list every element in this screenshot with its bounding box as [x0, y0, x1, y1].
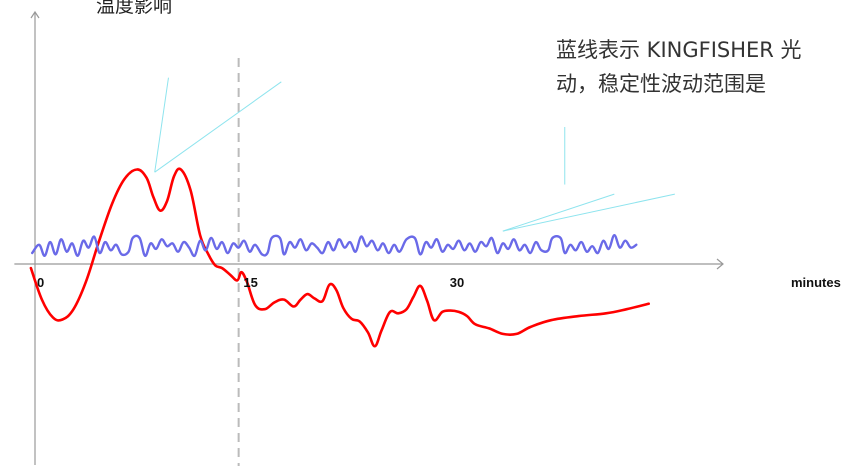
annotation-note: 蓝线表示 KINGFISHER 光 动，稳定性波动范围是 [556, 33, 802, 101]
x-tick-label-0: 0 [37, 275, 44, 290]
axes [14, 10, 724, 465]
series-line-0 [29, 167, 650, 348]
callout-line-2 [502, 193, 615, 232]
callout-line-3 [502, 193, 675, 232]
callout-line-0 [154, 77, 169, 173]
callout-lines [154, 77, 675, 232]
y-axis-arrow [30, 10, 40, 19]
x-tick-labels: 0 15 30 [37, 275, 464, 290]
annotation-line-1: 蓝线表示 KINGFISHER 光 [556, 38, 802, 62]
series-group [29, 167, 650, 348]
x-tick-label-1: 15 [243, 275, 257, 290]
annotation-line-2: 动，稳定性波动范围是 [556, 72, 766, 96]
x-axis-arrow [716, 258, 724, 270]
x-axis-label: minutes [791, 275, 841, 290]
callout-line-1 [154, 81, 282, 173]
y-axis-label: 温度影响 [96, 0, 173, 17]
series-line-1 [31, 234, 638, 258]
x-tick-label-2: 30 [450, 275, 464, 290]
